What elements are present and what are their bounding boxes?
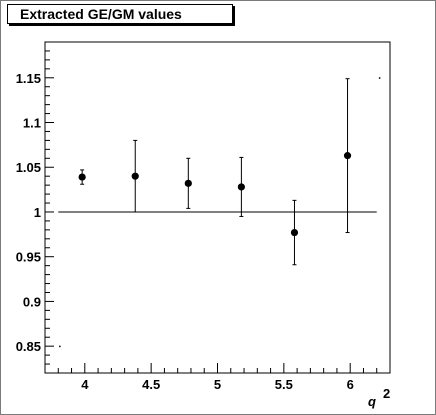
x-tick-label: 4.5 xyxy=(142,377,160,392)
x-axis-label-superscript: 2 xyxy=(383,386,390,401)
y-tick-label: 0.9 xyxy=(23,294,41,309)
y-tick-label: 1.05 xyxy=(16,160,41,175)
data-layer xyxy=(58,77,381,348)
chart-title: Extracted GE/GM values xyxy=(7,4,233,24)
stray-point xyxy=(378,77,381,79)
data-point xyxy=(184,179,192,187)
tick-labels-layer: 0.85 0.9 0.95 1 1.05 1.1 1.15 4 4.5 5 5.5 6 xyxy=(16,71,354,392)
stray-point xyxy=(59,345,61,348)
data-point xyxy=(131,172,139,180)
axes-frame xyxy=(44,41,391,374)
x-tick-label: 5.5 xyxy=(275,377,293,392)
y-tick-label: 1.1 xyxy=(23,116,41,131)
y-tick-label: 0.95 xyxy=(16,250,41,265)
y-tick-label: 1.15 xyxy=(16,71,41,86)
ticks-layer xyxy=(44,41,391,374)
data-point xyxy=(290,228,299,237)
x-tick-label: 4 xyxy=(81,377,89,392)
data-point xyxy=(78,173,86,181)
data-point xyxy=(237,183,245,191)
x-tick-label: 6 xyxy=(347,377,354,392)
x-axis-label: q xyxy=(368,394,376,409)
y-tick-label: 1 xyxy=(34,205,41,220)
data-point xyxy=(343,152,352,160)
y-tick-label: 0.85 xyxy=(16,339,41,354)
x-tick-label: 5 xyxy=(214,377,221,392)
